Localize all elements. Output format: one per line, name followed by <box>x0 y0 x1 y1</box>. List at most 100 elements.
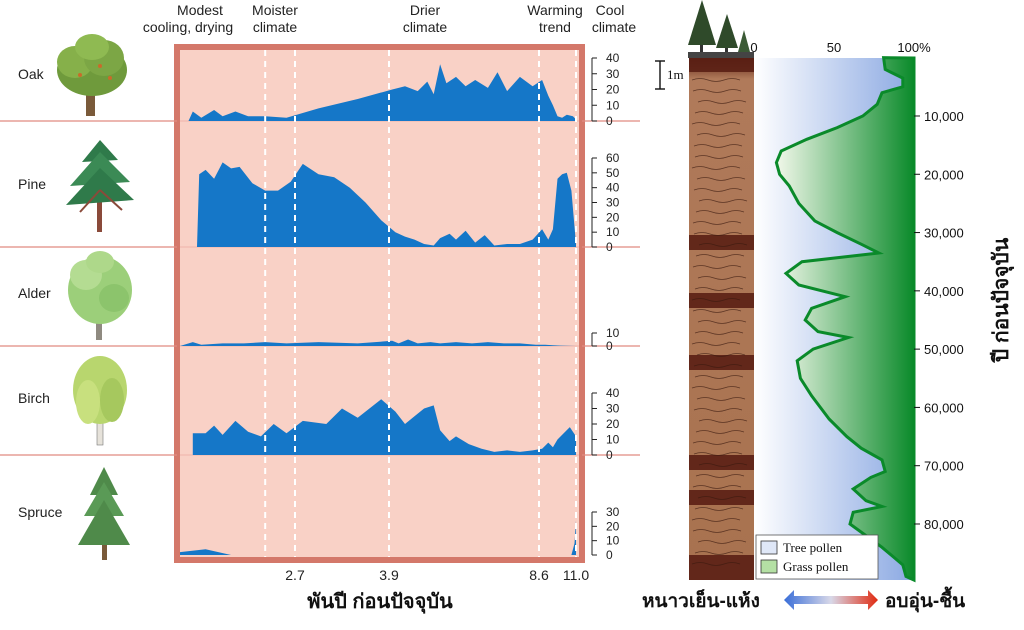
x-tick-8-6: 8.6 <box>529 567 549 583</box>
dark-band <box>689 58 754 72</box>
pine-tree-icon <box>66 140 134 232</box>
top-axis: 0 50 100% <box>750 40 931 55</box>
species-labels: Oak Pine Alder Birch Spruce <box>18 66 63 520</box>
tick-label: 10 <box>606 326 620 340</box>
tick-label: 40 <box>606 181 620 195</box>
layer-line <box>695 254 745 258</box>
sediment-layer-lines <box>691 78 748 566</box>
x-tick-2-7: 2.7 <box>285 567 305 583</box>
tick-label: 60 <box>606 151 620 165</box>
layer-line <box>691 78 741 82</box>
tick-label: 30 <box>606 196 620 210</box>
layer-line <box>693 232 743 236</box>
dark-band <box>689 490 754 505</box>
area-alder <box>180 339 576 346</box>
layer-line <box>697 276 747 280</box>
species-label-oak: Oak <box>18 66 45 82</box>
layer-line <box>693 408 743 412</box>
spruce-tree-icon <box>78 467 130 560</box>
top-tick-0: 0 <box>750 40 757 55</box>
layer-line <box>695 210 745 214</box>
chart-panel <box>174 44 585 563</box>
tick-label: 0 <box>606 240 613 254</box>
legend: Tree pollen Grass pollen <box>755 534 879 580</box>
tick-label: 20 <box>606 417 620 431</box>
age-tick-label: 70,000 <box>924 459 964 474</box>
tick-label: 0 <box>606 114 613 128</box>
age-tick-label: 10,000 <box>924 109 964 124</box>
area-birch <box>192 399 577 455</box>
layer-line <box>698 419 748 423</box>
tick-label: 40 <box>606 51 620 65</box>
layer-line <box>692 221 742 225</box>
forest-top-icon <box>688 0 754 58</box>
cold-dry-label: หนาวเย็น-แห้ง <box>642 588 760 612</box>
layer-line <box>693 364 743 368</box>
warm-wet-label: อบอุ่น-ชื้น <box>885 586 965 613</box>
dark-band <box>689 555 754 580</box>
dark-band <box>689 355 754 370</box>
period-label-1-line1: Modest <box>177 2 223 18</box>
period-label-4-line2: trend <box>539 19 571 35</box>
layer-line <box>691 518 741 522</box>
layer-line <box>692 309 742 313</box>
period-label-1-line2: cooling, drying <box>143 19 233 35</box>
period-labels: Modest cooling, drying Moister climate D… <box>143 2 637 35</box>
top-tick-100: 100% <box>897 40 931 55</box>
period-label-2-line2: climate <box>253 19 298 35</box>
tick-label: 40 <box>606 386 620 400</box>
period-label-4-line1: Warming <box>527 2 583 18</box>
layer-line <box>693 144 743 148</box>
age-tick-label: 50,000 <box>924 342 964 357</box>
layer-line <box>696 133 746 137</box>
tick-label: 0 <box>606 448 613 462</box>
climate-gradient-arrow <box>784 590 878 610</box>
layer-line <box>693 452 743 456</box>
pollen-diagram-right: 1m 0 50 100% 10,000 20,000 30,000 40,000 50,… <box>642 0 1015 613</box>
layer-line <box>694 507 744 511</box>
layer-line <box>698 243 748 247</box>
layer-line <box>697 496 747 500</box>
layer-line <box>691 166 741 170</box>
tick-label: 10 <box>606 225 620 239</box>
oak-tree-icon <box>57 34 127 116</box>
legend-label-grass: Grass pollen <box>783 559 849 574</box>
age-tick-label: 80,000 <box>924 517 964 532</box>
species-label-alder: Alder <box>18 285 51 301</box>
x-tick-labels: 2.7 3.9 8.6 11.0 <box>285 567 589 583</box>
tick-label: 0 <box>606 339 613 353</box>
period-label-5-line2: climate <box>592 19 637 35</box>
age-axis-label: ปี ก่อนปัจจุบัน <box>989 237 1015 364</box>
layer-line <box>692 265 742 269</box>
period-label-3-line2: climate <box>403 19 448 35</box>
layer-line <box>691 562 741 566</box>
species-label-spruce: Spruce <box>18 504 63 520</box>
period-label-5-line1: Cool <box>596 2 625 18</box>
pollen-diagram-left: Modest cooling, drying Moister climate D… <box>0 2 640 614</box>
layer-line <box>694 331 744 335</box>
age-tick-label: 20,000 <box>924 167 964 182</box>
layer-line <box>691 386 741 390</box>
layer-line <box>693 188 743 192</box>
layer-line <box>694 111 744 115</box>
layer-line <box>695 474 745 478</box>
layer-line <box>694 155 744 159</box>
tick-label: 0 <box>606 548 613 562</box>
layer-line <box>694 287 744 291</box>
layer-line <box>692 529 742 533</box>
layer-line <box>692 89 742 93</box>
tick-label: 30 <box>606 67 620 81</box>
layer-line <box>694 375 744 379</box>
layer-line <box>695 430 745 434</box>
x-axis-label: พันปี ก่อนปัจจุบัน <box>307 590 453 614</box>
layer-line <box>697 540 747 544</box>
legend-swatch-tree <box>760 540 778 555</box>
layer-line <box>691 298 741 302</box>
alder-tree-icon <box>68 251 132 340</box>
scale-bar <box>655 60 665 90</box>
area-oak <box>188 64 576 121</box>
species-label-birch: Birch <box>18 390 50 406</box>
tick-label: 10 <box>606 98 620 112</box>
legend-swatch-grass <box>760 559 778 574</box>
layer-line <box>694 551 744 555</box>
